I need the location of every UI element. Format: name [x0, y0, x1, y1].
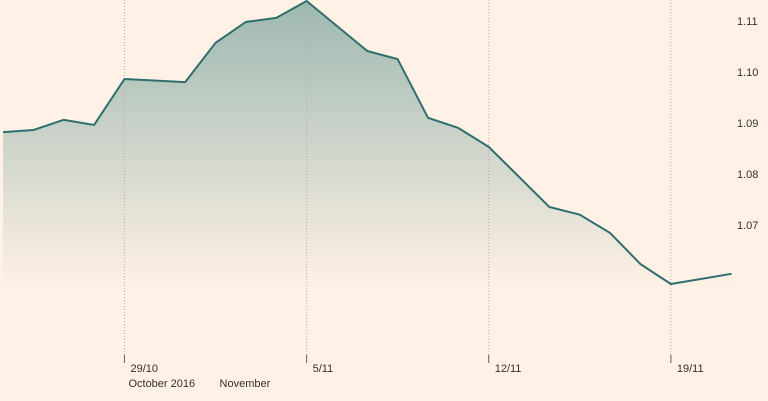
- x-group-label: October 2016: [128, 378, 195, 390]
- x-tick-label: 29/10: [130, 363, 158, 375]
- y-tick-label: 1.09: [737, 118, 758, 130]
- area-fill: [3, 1, 732, 360]
- x-tick-label: 12/11: [495, 363, 522, 375]
- y-tick-label: 1.10: [737, 67, 758, 79]
- x-tick-label: 5/11: [313, 363, 334, 375]
- line: [2, 0, 732, 286]
- y-tick-label: 1.11: [737, 16, 758, 28]
- y-tick-label: 1.07: [737, 220, 758, 232]
- x-tick-label: 19/11: [677, 363, 704, 375]
- y-tick-label: 1.08: [737, 169, 758, 181]
- x-group-label: November: [220, 378, 271, 390]
